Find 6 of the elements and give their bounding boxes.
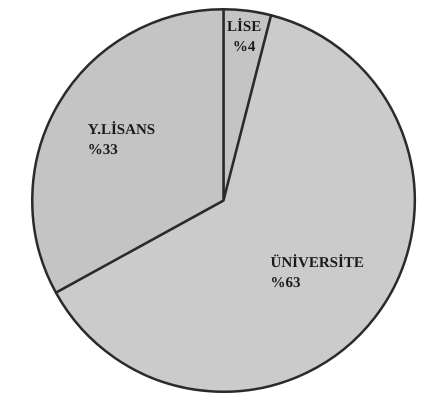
data-label: %63 xyxy=(270,275,301,292)
slice-label: Y.LİSANS xyxy=(88,121,156,138)
slice-label: ÜNİVERSİTE xyxy=(270,254,364,272)
data-label: %33 xyxy=(88,142,118,158)
data-label: %4 xyxy=(232,39,256,56)
slice-label: LİSE xyxy=(227,18,262,36)
